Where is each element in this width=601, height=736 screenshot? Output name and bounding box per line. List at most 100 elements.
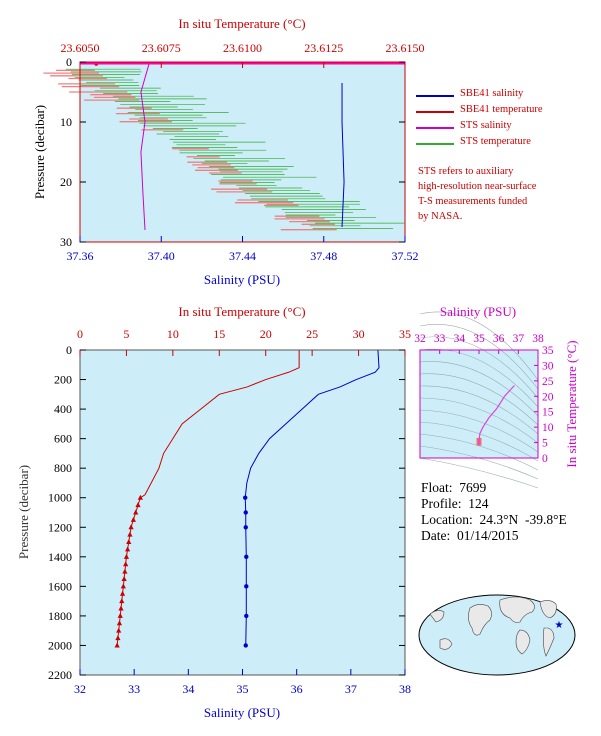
- tick-label: 35: [237, 682, 249, 696]
- note-line: high-resolution near-surface: [418, 181, 537, 192]
- tick-label: 1400: [48, 550, 72, 564]
- sts-note: STS refers to auxiliary high-resolution …: [418, 164, 536, 224]
- tick-label: 33: [128, 682, 140, 696]
- temperature-marker: [130, 516, 136, 522]
- date: Date: 01/14/2015: [421, 528, 519, 543]
- tick-label: 38: [399, 682, 411, 696]
- note-line: STS refers to auxiliary: [418, 166, 514, 177]
- legend-swatch: [416, 143, 454, 145]
- density-contour: [419, 348, 539, 408]
- map-land: [543, 627, 555, 657]
- tick-label: 1000: [48, 491, 72, 505]
- tick-label: 5: [123, 327, 129, 341]
- tick-label: 30: [353, 327, 365, 341]
- legend-label: STS temperature: [460, 136, 531, 147]
- map-land: [439, 638, 453, 650]
- star-icon: ★: [555, 620, 564, 631]
- sbe41-salinity-line: [341, 83, 345, 228]
- p2-bottom-axis-title: Salinity (PSU): [204, 705, 280, 720]
- location: Location: 24.3°N -39.8°E: [421, 512, 567, 527]
- profile-number: Profile: 124: [421, 496, 489, 511]
- tick-label: 400: [54, 402, 72, 416]
- panel-ts-diagram: 32 33 34 35 36 37 38 0 5 10 15 20 25 30 35 Salinity (P…: [414, 304, 579, 489]
- p3-top-axis-title: Salinity (PSU): [440, 304, 516, 319]
- tick-label: 32: [414, 333, 426, 345]
- tick-label: 2000: [48, 638, 72, 652]
- panel-near-surface: 37.36 37.40 37.44 37.48 37.52 23.6050 23.6075 2…: [32, 16, 425, 287]
- tick-label: 37.48: [310, 249, 337, 263]
- map-land: [429, 610, 445, 623]
- tick-label: 23.6125: [304, 41, 343, 55]
- tick-label: 37.36: [67, 249, 94, 263]
- tick-label: 1800: [48, 609, 72, 623]
- tick-label: 20: [60, 175, 72, 189]
- tick-label: 37.40: [148, 249, 175, 263]
- temperature-marker: [122, 568, 128, 574]
- p2-top-axis-title: In situ Temperature (°C): [178, 304, 305, 319]
- temperature-marker: [137, 494, 143, 500]
- tick-label: 35: [399, 327, 411, 341]
- map-land: [468, 604, 492, 636]
- temperature-marker: [119, 590, 126, 596]
- map-ocean: [418, 594, 576, 676]
- temperature-marker: [123, 561, 129, 567]
- axes-3: 32 33 34 35 36 37 38 0 5 10 15 20 25 30 35: [414, 333, 554, 465]
- density-contour: [419, 361, 539, 417]
- tick-label: 36: [291, 682, 303, 696]
- tick-label: 36: [493, 333, 505, 345]
- tick-label: 23.6050: [61, 41, 100, 55]
- density-contour: [419, 433, 539, 471]
- plot-area-2: [80, 350, 405, 675]
- legend-label: SBE41 temperature: [460, 104, 543, 115]
- p1-top-axis-title: In situ Temperature (°C): [178, 16, 305, 31]
- tick-label: 30: [542, 360, 554, 372]
- sts-temperature-series: [43, 68, 405, 231]
- tick-label: 25: [542, 376, 554, 388]
- tick-label: 0: [77, 327, 83, 341]
- temperature-marker: [128, 524, 134, 530]
- tick-label: 2200: [48, 668, 72, 682]
- ts-line: [478, 385, 515, 446]
- salinity-marker: [244, 584, 249, 589]
- density-contour: [419, 457, 539, 489]
- note-line: T-S measurements funded: [418, 196, 528, 207]
- tick-label: 0: [66, 55, 72, 69]
- density-contour: [419, 409, 539, 453]
- density-contour: [419, 373, 539, 426]
- map-land: [499, 596, 535, 623]
- salinity-marker: [244, 613, 249, 619]
- tick-label: 800: [54, 461, 72, 475]
- temperature-marker: [127, 531, 133, 537]
- temperature-marker: [135, 502, 141, 508]
- float-info: Float: 7699 Profile: 124 Location: 24.3°…: [421, 480, 567, 544]
- tick-label: 30: [60, 235, 72, 249]
- temperature-line: [116, 350, 300, 646]
- density-contour: [419, 311, 539, 381]
- legend-label: STS salinity: [460, 120, 512, 131]
- density-contour: [419, 336, 539, 399]
- tick-label: 200: [54, 373, 72, 387]
- tick-label: 23.6150: [386, 41, 425, 55]
- axes-1: 37.36 37.40 37.44 37.48 37.52 23.6050 23.6075 2…: [60, 41, 425, 263]
- axes-2: 32 33 34 35 36 37 38 0 5 10 15 20 25 30 35 0 200 400 600 80…: [48, 327, 411, 696]
- temperature-marker: [117, 612, 123, 618]
- tick-label: 37.44: [229, 249, 256, 263]
- tick-label: 35: [542, 345, 554, 357]
- p1-y-axis-title: Pressure (decibar): [32, 105, 47, 199]
- tick-label: 0: [542, 453, 548, 465]
- tick-label: 15: [542, 407, 554, 419]
- sts-salinity-line: [140, 63, 150, 231]
- legend-swatch: [416, 127, 454, 129]
- tick-label: 32: [74, 682, 86, 696]
- tick-label: 37: [513, 333, 525, 345]
- tick-label: 37: [345, 682, 357, 696]
- temperature-marker: [115, 635, 121, 641]
- temperature-marker: [124, 546, 131, 552]
- legend-swatch: [416, 111, 454, 113]
- p2-y-axis-title: Pressure (decibar): [16, 465, 31, 559]
- tick-label: 15: [213, 327, 225, 341]
- tick-label: 600: [54, 432, 72, 446]
- tick-label: 37.52: [392, 249, 419, 263]
- profile-markers: [114, 494, 249, 648]
